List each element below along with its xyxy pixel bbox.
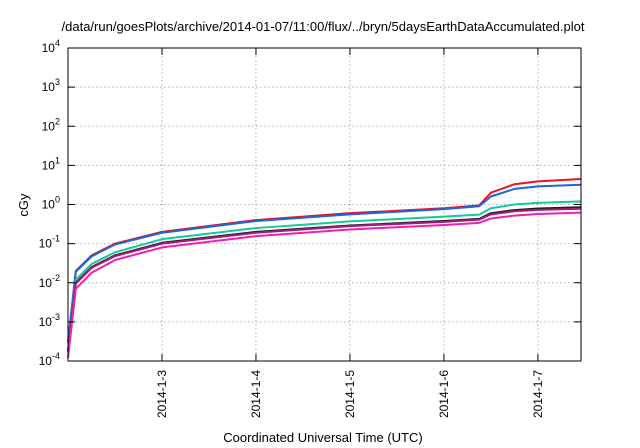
grid bbox=[68, 48, 581, 361]
series-lines bbox=[67, 177, 582, 359]
y-tick-label: 103 bbox=[42, 77, 60, 94]
chart-title: /data/run/goesPlots/archive/2014-01-07/1… bbox=[62, 19, 585, 34]
x-tick-label: 2014-1-3 bbox=[155, 370, 169, 418]
y-axis-title: cGy bbox=[16, 193, 31, 217]
y-tick-label: 100 bbox=[42, 195, 60, 212]
y-tick-label: 10-3 bbox=[39, 312, 60, 329]
y-tick-label: 104 bbox=[42, 38, 60, 55]
series-line bbox=[67, 183, 582, 343]
y-tick-label: 10-2 bbox=[39, 273, 60, 290]
x-tick-label: 2014-1-4 bbox=[249, 370, 263, 418]
ticks: 10-4 10-3 10-2 10-1 100 101 102 103 104 2014-1-3 2… bbox=[39, 38, 581, 418]
x-tick-label: 2014-1-6 bbox=[437, 370, 451, 418]
series-line bbox=[67, 200, 582, 350]
series-line bbox=[67, 207, 582, 353]
y-tick-label: 10-4 bbox=[39, 351, 60, 368]
x-tick-label: 2014-1-5 bbox=[343, 370, 357, 418]
series-line bbox=[67, 177, 582, 343]
y-tick-label: 101 bbox=[42, 155, 60, 172]
series-line bbox=[67, 211, 582, 359]
x-tick-label: 2014-1-7 bbox=[531, 370, 545, 418]
y-tick-label: 102 bbox=[42, 116, 60, 133]
y-tick-label: 10-1 bbox=[39, 234, 60, 251]
x-axis-title: Coordinated Universal Time (UTC) bbox=[223, 430, 422, 445]
